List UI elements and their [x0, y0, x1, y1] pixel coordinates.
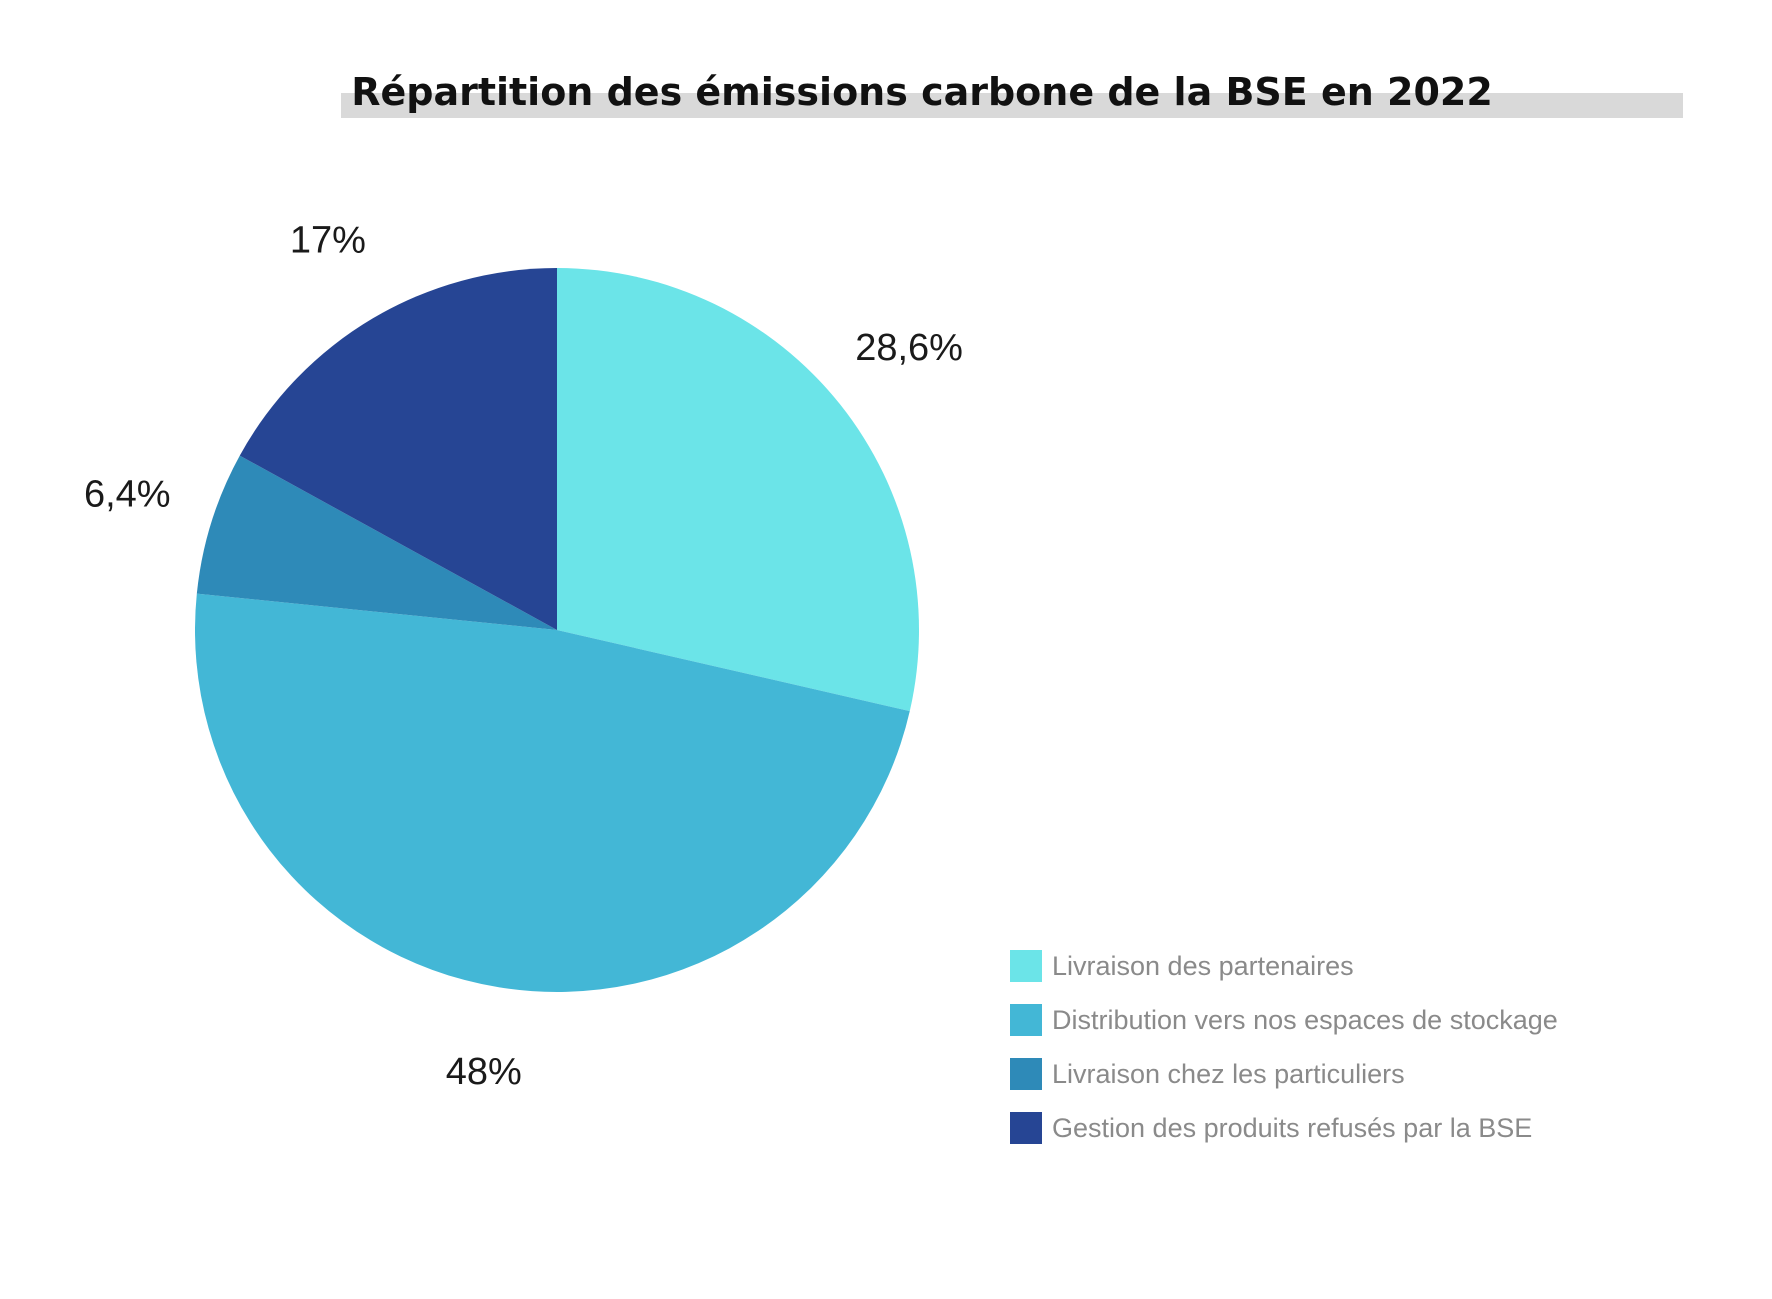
legend-swatch [1010, 1004, 1042, 1036]
chart-title: Répartition des émissions carbone de la … [351, 70, 1493, 114]
legend-item: Livraison chez les particuliers [1010, 1056, 1558, 1092]
slice-data-label: 28,6% [855, 327, 963, 369]
pie-slice [195, 593, 910, 993]
pie-slice [196, 455, 557, 630]
legend-item: Livraison des partenaires [1010, 948, 1558, 984]
legend-item: Gestion des produits refusés par la BSE [1010, 1110, 1558, 1146]
legend-label: Gestion des produits refusés par la BSE [1052, 1112, 1533, 1143]
legend-label: Livraison chez les particuliers [1052, 1058, 1405, 1089]
chart-legend: Livraison des partenaires Distribution v… [1010, 948, 1558, 1164]
slice-data-label: 6,4% [84, 473, 171, 515]
slice-data-label: 48% [446, 1051, 522, 1093]
legend-item: Distribution vers nos espaces de stockag… [1010, 1002, 1558, 1038]
title-highlight-bar [341, 93, 1683, 118]
slice-data-label: 17% [290, 220, 366, 262]
legend-label: Distribution vers nos espaces de stockag… [1052, 1004, 1558, 1035]
legend-label: Livraison des partenaires [1052, 950, 1354, 981]
legend-swatch [1010, 950, 1042, 982]
pie-slice [239, 268, 557, 630]
legend-swatch [1010, 1112, 1042, 1144]
pie-slice [557, 268, 919, 712]
legend-swatch [1010, 1058, 1042, 1090]
